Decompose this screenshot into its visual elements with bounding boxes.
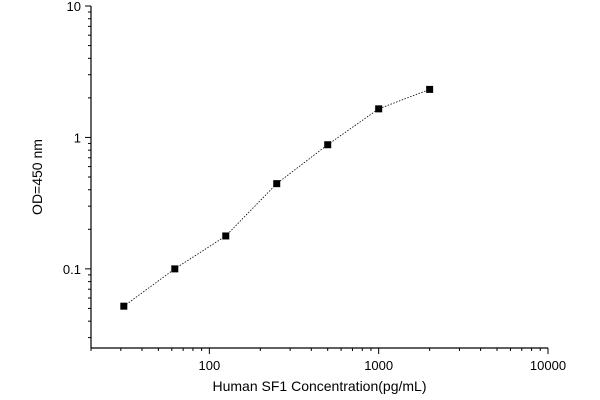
plot-area <box>120 85 434 310</box>
data-point <box>120 302 128 310</box>
x-tick-label: 100 <box>199 358 221 373</box>
x-axis-ticks: 100 1000 10000 <box>90 348 566 373</box>
data-point <box>375 105 383 113</box>
y-tick-label: 1 <box>74 130 81 145</box>
x-tick-label: 10000 <box>530 358 566 373</box>
data-point <box>222 232 230 240</box>
data-point <box>426 85 434 93</box>
axes <box>90 6 548 349</box>
data-point <box>171 265 179 273</box>
y-axis-title: OD=450 nm <box>29 139 45 215</box>
y-axis-ticks: 0.1 1 10 <box>63 0 91 339</box>
data-point <box>273 180 281 188</box>
data-point <box>324 141 332 149</box>
y-tick-label: 10 <box>67 0 81 14</box>
x-axis-title: Human SF1 Concentration(pg/mL) <box>213 378 427 394</box>
x-tick-label: 1000 <box>364 358 393 373</box>
y-tick-label: 0.1 <box>63 262 81 277</box>
series-line <box>123 89 430 307</box>
